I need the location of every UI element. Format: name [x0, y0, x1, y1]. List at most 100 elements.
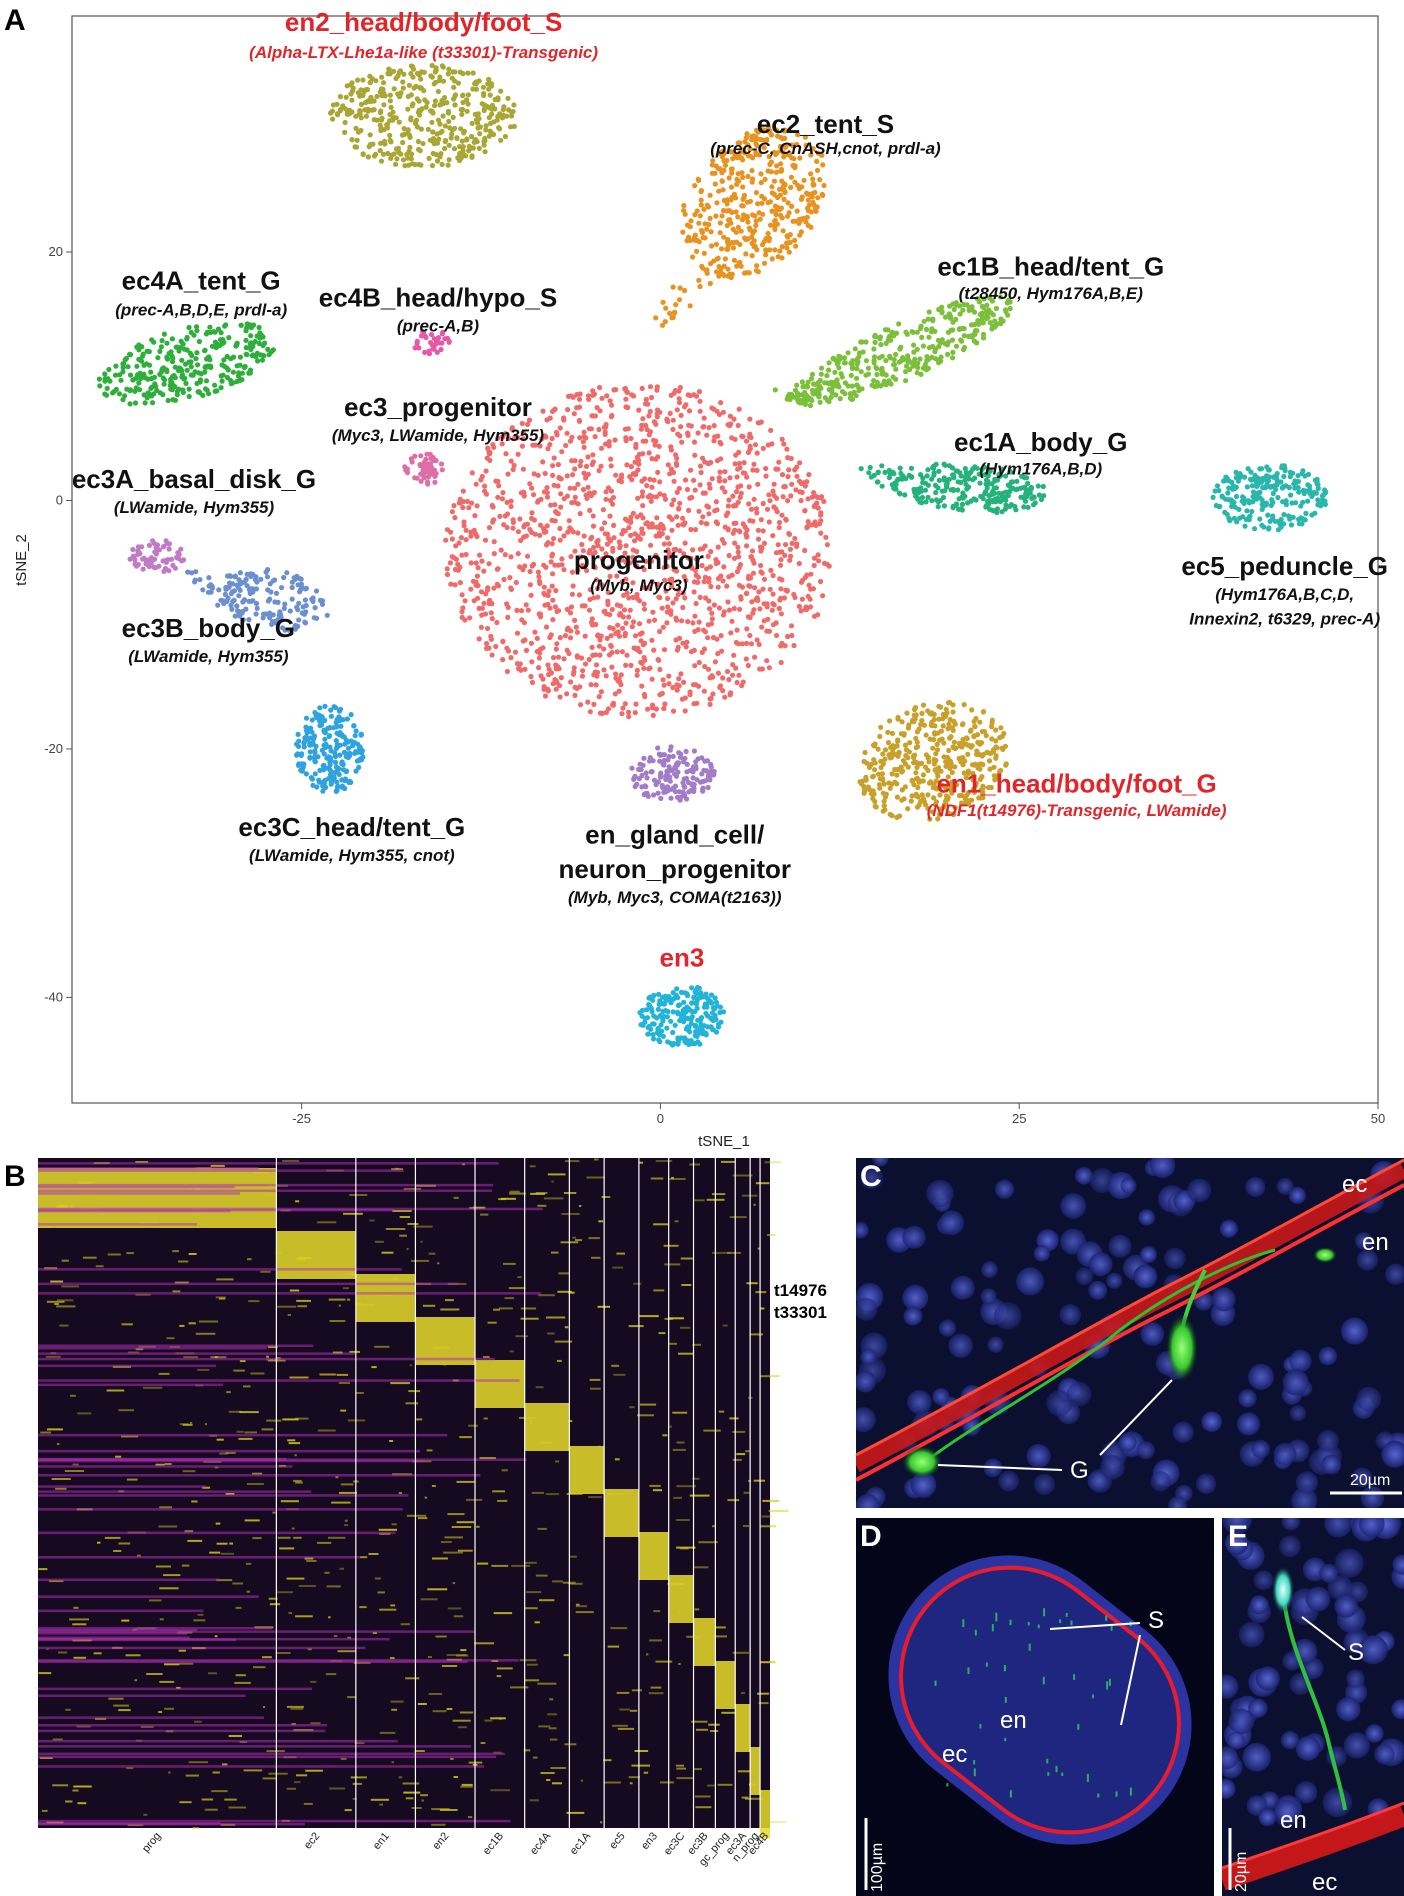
- tsne-point: [943, 793, 950, 799]
- tsne-point: [571, 411, 577, 417]
- tsne-point: [1263, 500, 1269, 506]
- tsne-point: [1249, 508, 1255, 515]
- tsne-point: [303, 602, 309, 609]
- tsne-point: [388, 104, 394, 110]
- tsne-point: [438, 346, 444, 353]
- tsne-point: [628, 464, 635, 470]
- tsne-point: [826, 399, 832, 405]
- tsne-point: [707, 192, 713, 198]
- tsne-point: [250, 352, 256, 358]
- tsne-point: [785, 234, 791, 240]
- tsne-point: [165, 397, 171, 404]
- tsne-point: [1287, 514, 1293, 521]
- cluster-genes-ec3B: (LWamide, Hym355): [128, 647, 289, 666]
- tsne-point: [461, 519, 467, 525]
- tsne-point: [397, 93, 403, 99]
- tsne-point: [638, 426, 645, 432]
- tsne-point: [550, 472, 556, 478]
- tsne-point: [468, 560, 474, 566]
- tsne-point: [603, 673, 609, 679]
- tsne-point: [481, 92, 487, 98]
- tsne-point: [667, 747, 673, 753]
- tsne-point: [732, 461, 738, 467]
- tsne-point: [885, 740, 892, 746]
- tsne-point: [559, 449, 565, 455]
- tsne-point: [256, 340, 262, 347]
- tsne-point: [655, 790, 661, 796]
- tsne-point: [693, 1001, 700, 1007]
- tsne-point: [726, 217, 732, 223]
- tsne-point: [544, 523, 550, 529]
- tsne-point: [705, 784, 711, 791]
- tsne-point: [738, 596, 744, 602]
- cluster-name-ec1A: ec1A_body_G: [954, 427, 1127, 457]
- tsne-point: [1023, 490, 1029, 497]
- tsne-point: [488, 610, 494, 616]
- tsne-point: [320, 783, 326, 789]
- tsne-point: [672, 1022, 678, 1028]
- tsne-point: [942, 462, 948, 468]
- tsne-point: [746, 484, 752, 490]
- tsne-point: [377, 148, 383, 154]
- tsne-point: [646, 1002, 652, 1008]
- tsne-point: [724, 157, 730, 163]
- tsne-point: [446, 339, 452, 345]
- tsne-point: [709, 170, 715, 176]
- tsne-point: [857, 779, 863, 785]
- tsne-point: [805, 205, 811, 211]
- tsne-point: [547, 634, 553, 641]
- x-tick-label: 50: [1371, 1111, 1385, 1126]
- tsne-point: [868, 791, 875, 797]
- tsne-point: [1283, 501, 1289, 508]
- tsne-point: [744, 131, 750, 137]
- tsne-point: [811, 562, 817, 569]
- x-axis-title: tSNE_1: [698, 1133, 750, 1150]
- tsne-point: [789, 203, 795, 209]
- tsne-point: [927, 816, 933, 822]
- tsne-point: [755, 527, 762, 533]
- tsne-point: [728, 184, 735, 190]
- tsne-point: [670, 284, 676, 290]
- heatmap-column-label: ec5: [607, 1830, 628, 1851]
- tsne-point: [303, 715, 310, 721]
- tsne-point: [111, 388, 117, 395]
- tsne-point: [308, 725, 314, 731]
- tsne-point: [637, 631, 643, 637]
- tsne-point: [709, 610, 715, 616]
- tsne-point: [702, 490, 708, 496]
- tsne-point: [605, 531, 611, 537]
- tsne-point: [312, 748, 318, 754]
- tsne-point: [554, 641, 560, 647]
- tsne-point: [381, 138, 388, 144]
- tsne-point: [878, 342, 884, 348]
- tsne-point: [529, 485, 535, 491]
- tsne-point: [739, 641, 745, 647]
- tsne-point: [918, 778, 924, 784]
- tsne-point: [1259, 497, 1265, 503]
- tsne-point: [948, 327, 954, 333]
- tsne-point: [913, 759, 919, 766]
- tsne-point: [919, 334, 925, 340]
- tsne-point: [726, 497, 732, 503]
- tsne-point: [347, 752, 353, 759]
- tsne-point: [481, 142, 487, 148]
- tsne-point: [776, 605, 782, 612]
- tsne-point: [778, 161, 784, 167]
- tsne-point: [946, 476, 952, 482]
- heatmap-column-label: ec1A: [568, 1830, 594, 1857]
- tsne-point: [400, 85, 406, 91]
- tsne-point: [754, 467, 760, 473]
- tsne-point: [893, 366, 899, 372]
- tsne-point: [777, 143, 784, 150]
- tsne-point: [641, 606, 648, 612]
- tsne-point: [603, 709, 610, 716]
- tsne-point: [761, 145, 767, 151]
- tsne-point: [722, 694, 728, 700]
- tsne-point: [607, 625, 613, 631]
- tsne-point: [735, 499, 741, 505]
- tsne-point: [772, 387, 778, 393]
- tsne-point: [337, 752, 343, 758]
- tsne-point: [584, 567, 590, 574]
- tsne-point: [980, 709, 987, 715]
- tsne-point: [275, 618, 281, 624]
